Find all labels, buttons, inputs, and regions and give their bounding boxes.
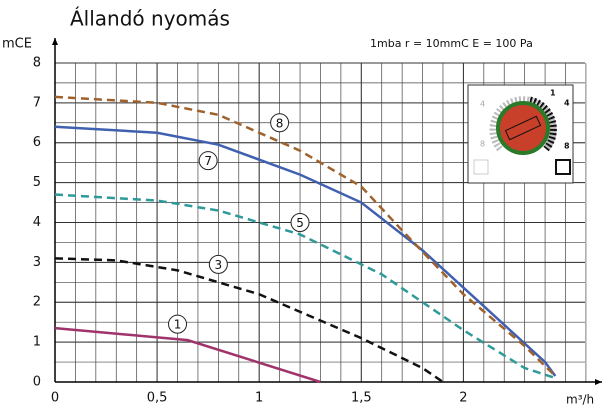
x-axis-label: m³/h — [566, 393, 594, 407]
note: 1mba r = 10mmC E = 100 Pa — [370, 37, 533, 50]
x-tick-label: 0,5 — [147, 391, 168, 406]
series-label-circle — [270, 113, 290, 133]
series-label: 5 — [296, 216, 304, 230]
series-line — [54, 125, 557, 377]
x-tick-label: 0 — [51, 391, 59, 406]
inset-label: 8 — [564, 142, 570, 151]
x-tick-label: 1,5 — [351, 391, 372, 406]
y-tick-label: 8 — [33, 55, 41, 70]
icon — [473, 159, 489, 175]
x-tick-label: 2 — [459, 391, 467, 406]
series-label-circle — [198, 151, 218, 171]
series-line — [54, 95, 557, 377]
series-label-circle — [208, 254, 228, 274]
chart-title: Állandó nyomás — [70, 7, 230, 31]
y-tick-label: 3 — [33, 255, 41, 270]
inset: 1 4 8 4 8 — [467, 84, 574, 184]
series-label-circle — [290, 212, 310, 232]
series-line — [54, 193, 556, 380]
series-label: 7 — [204, 154, 212, 168]
y-tick-label: 6 — [33, 135, 41, 150]
y-tick-label: 4 — [33, 215, 41, 230]
series-label: 3 — [215, 258, 223, 272]
y-tick-label: 7 — [33, 95, 41, 110]
series-label: 8 — [276, 116, 284, 130]
series-label: 1 — [174, 318, 182, 332]
y-tick-label: 0 — [33, 375, 41, 390]
dial-knob — [504, 115, 542, 141]
y-tick-label: 5 — [33, 175, 41, 190]
x-tick-label: 1 — [255, 391, 263, 406]
y-tick-label: 2 — [33, 295, 41, 310]
inset-label: 4 — [564, 99, 570, 108]
inset-label: 4 — [480, 100, 485, 109]
icon — [555, 159, 571, 175]
inset-label: 8 — [480, 140, 485, 149]
series-line — [54, 257, 444, 384]
series-label-circle — [168, 314, 188, 334]
series-line — [54, 326, 321, 384]
y-axis-label: mCE — [2, 37, 32, 52]
y-tick-label: 1 — [33, 335, 41, 350]
dial-scale — [489, 96, 557, 152]
inset-label: 1 — [550, 89, 556, 98]
